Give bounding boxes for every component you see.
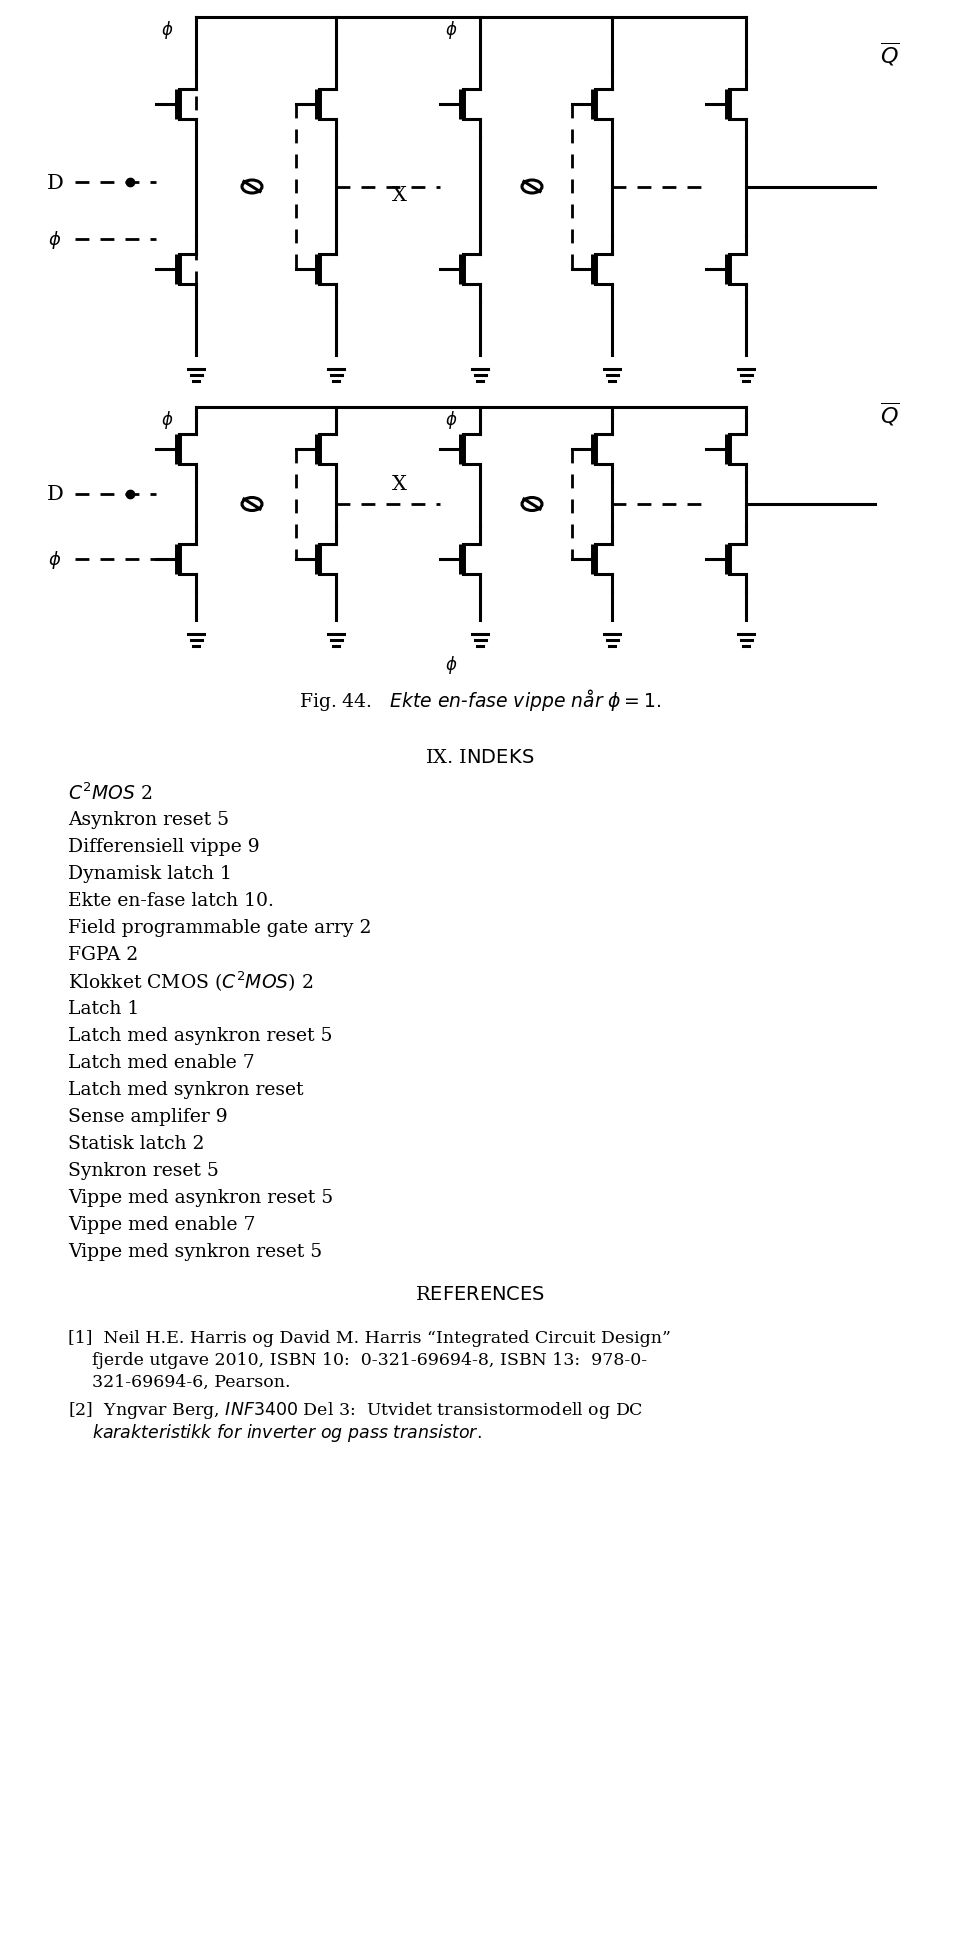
Text: Synkron reset 5: Synkron reset 5	[68, 1161, 219, 1179]
Text: Dynamisk latch 1: Dynamisk latch 1	[68, 865, 232, 882]
Text: Sense amplifer 9: Sense amplifer 9	[68, 1106, 228, 1126]
Text: D: D	[47, 173, 63, 193]
Text: Vippe med synkron reset 5: Vippe med synkron reset 5	[68, 1243, 323, 1260]
Text: X: X	[392, 185, 406, 205]
Text: Latch med asynkron reset 5: Latch med asynkron reset 5	[68, 1027, 332, 1044]
Text: X: X	[392, 475, 406, 495]
Text: $\phi$: $\phi$	[48, 228, 61, 251]
Text: $\phi$: $\phi$	[48, 549, 61, 571]
Text: Field programmable gate arry 2: Field programmable gate arry 2	[68, 919, 372, 937]
Text: $\phi$: $\phi$	[444, 409, 457, 431]
Text: Ekte en-fase latch 10.: Ekte en-fase latch 10.	[68, 892, 274, 910]
Text: FGPA 2: FGPA 2	[68, 945, 138, 964]
Text: $\phi$: $\phi$	[444, 19, 457, 41]
Text: $\mathit{karakteristikk\ for\ inverter\ og\ pass\ transistor.}$: $\mathit{karakteristikk\ for\ inverter\ …	[92, 1422, 482, 1443]
Text: Asynkron reset 5: Asynkron reset 5	[68, 810, 229, 828]
Text: $\phi$: $\phi$	[160, 19, 173, 41]
Text: 321-69694-6, Pearson.: 321-69694-6, Pearson.	[92, 1373, 291, 1391]
Text: Statisk latch 2: Statisk latch 2	[68, 1134, 204, 1153]
Text: Fig. 44.   $\mathit{Ekte\ en\text{-}fase\ vippe\ n\aa r}\ \phi = 1.$: Fig. 44. $\mathit{Ekte\ en\text{-}fase\ …	[299, 686, 661, 713]
Text: Vippe med asynkron reset 5: Vippe med asynkron reset 5	[68, 1188, 333, 1206]
Text: R$\mathrm{EFERENCES}$: R$\mathrm{EFERENCES}$	[415, 1286, 545, 1303]
Text: Differensiell vippe 9: Differensiell vippe 9	[68, 838, 259, 855]
Text: Latch 1: Latch 1	[68, 999, 139, 1017]
Text: IX. I$\mathrm{NDEKS}$: IX. I$\mathrm{NDEKS}$	[425, 748, 535, 768]
Text: [1]  Neil H.E. Harris og David M. Harris “Integrated Circuit Design”: [1] Neil H.E. Harris og David M. Harris …	[68, 1329, 671, 1346]
Text: Vippe med enable 7: Vippe med enable 7	[68, 1216, 255, 1233]
Text: Klokket CMOS ($C^2MOS$) 2: Klokket CMOS ($C^2MOS$) 2	[68, 970, 313, 993]
Text: fjerde utgave 2010, ISBN 10:  0-321-69694-8, ISBN 13:  978-0-: fjerde utgave 2010, ISBN 10: 0-321-69694…	[92, 1352, 647, 1367]
Text: Latch med enable 7: Latch med enable 7	[68, 1054, 254, 1071]
Text: Latch med synkron reset: Latch med synkron reset	[68, 1081, 303, 1099]
Text: $\overline{Q}$: $\overline{Q}$	[880, 41, 900, 68]
Text: $\overline{Q}$: $\overline{Q}$	[880, 401, 900, 429]
Text: D: D	[47, 485, 63, 505]
Text: $\phi$: $\phi$	[160, 409, 173, 431]
Text: [2]  Yngvar Berg, $\mathit{INF3400}$ Del 3:  Utvidet transistormodell og DC: [2] Yngvar Berg, $\mathit{INF3400}$ Del …	[68, 1399, 643, 1420]
Text: $C^2MOS$ 2: $C^2MOS$ 2	[68, 781, 153, 803]
Text: $\phi$: $\phi$	[444, 655, 457, 676]
